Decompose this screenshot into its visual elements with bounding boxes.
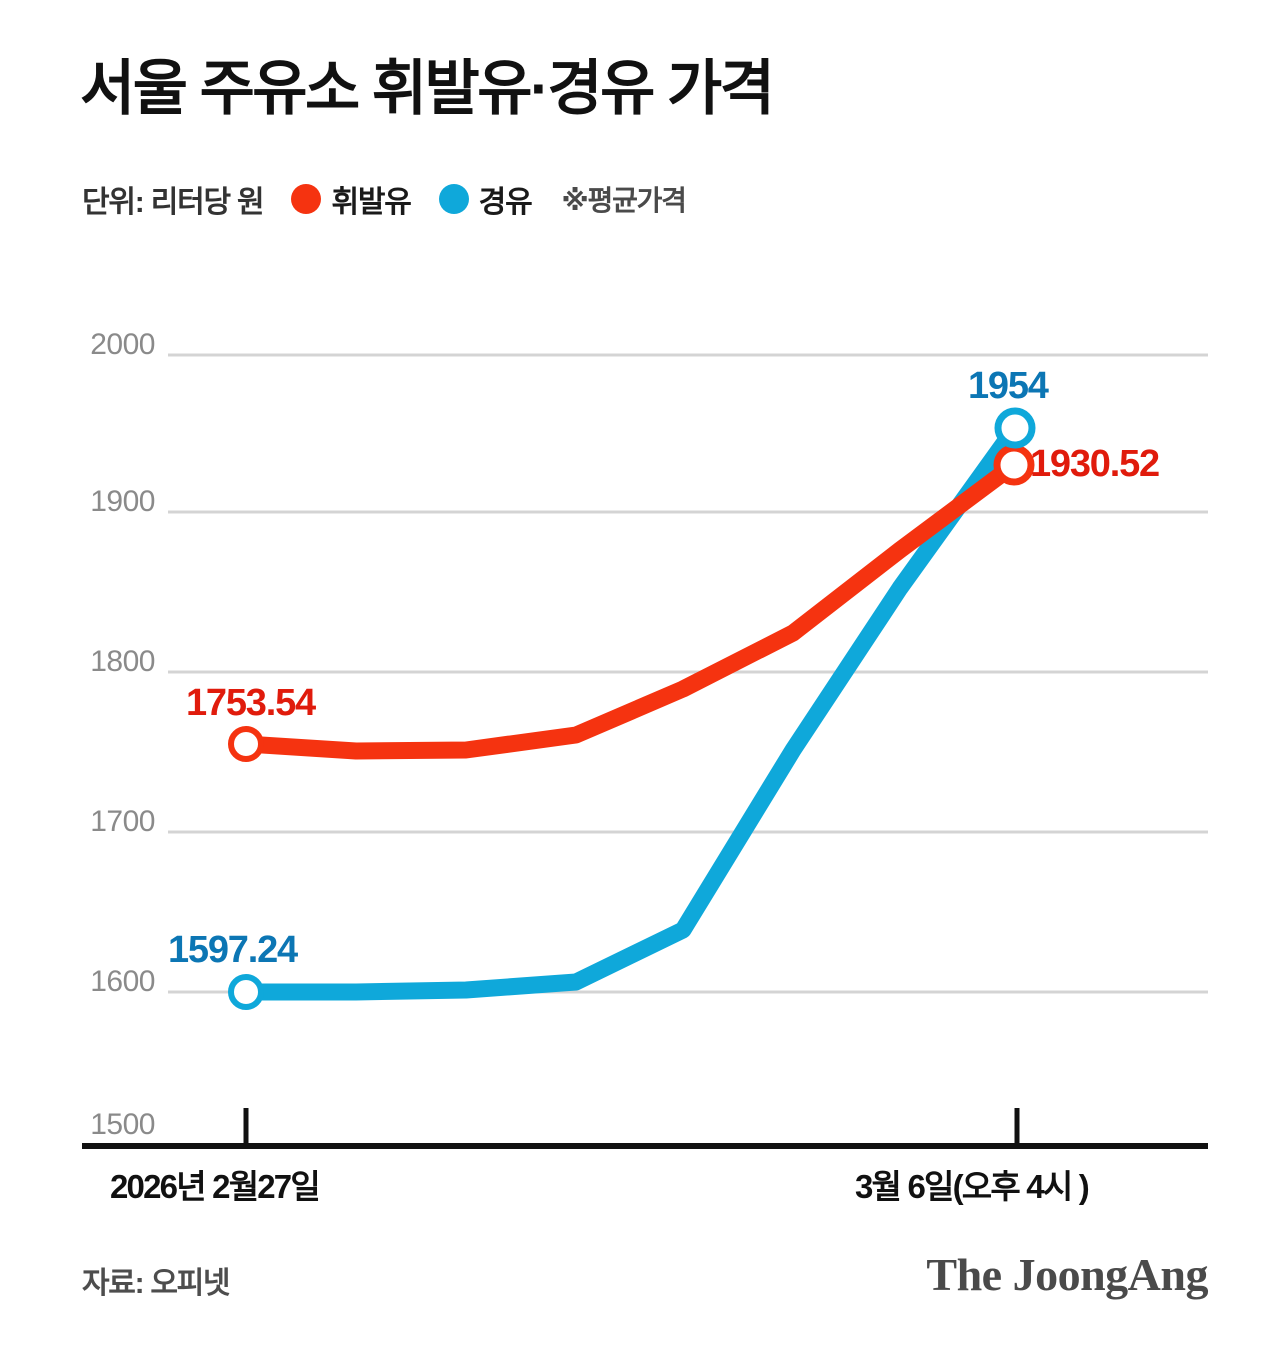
annotation-diesel-end: 1954 [968, 365, 1049, 407]
legend-dot-diesel-icon [438, 184, 469, 214]
x-tick-label-end: 3월 6일(오후 4시 ) [855, 1168, 1090, 1205]
marker-gasoline-end [993, 444, 1035, 486]
x-tick-label-start: 2026년 2월27일 [110, 1168, 321, 1205]
publisher-logo: The JoongAng [926, 1249, 1208, 1300]
source-note: 자료: 오피넷 [82, 1267, 231, 1300]
marker-diesel-end [994, 407, 1036, 449]
y-tick-1600: 1600 [90, 965, 155, 998]
y-tick-1800: 1800 [90, 645, 155, 678]
series-line-gasoline [237, 456, 1023, 760]
page-title: 서울 주유소 휘발유·경유 가격 [80, 55, 775, 122]
y-tick-1900: 1900 [90, 485, 155, 518]
annotation-gasoline-end: 1930.52 [1030, 443, 1160, 485]
legend-dot-gasoline-icon [291, 184, 322, 214]
y-tick-1700: 1700 [90, 805, 155, 838]
y-tick-1500: 1500 [90, 1108, 155, 1141]
legend-label-diesel: 경유 [478, 186, 533, 219]
legend-label-gasoline: 휘발유 [331, 186, 411, 219]
series-line-diesel [237, 419, 1024, 1001]
average-price-note: ※평균가격 [561, 185, 686, 216]
y-tick-2000: 2000 [90, 328, 155, 361]
marker-gasoline-start [228, 726, 264, 762]
marker-diesel-start [228, 974, 264, 1010]
annotation-diesel-start: 1597.24 [168, 929, 298, 971]
unit-label: 단위: 리터당 원 [82, 186, 265, 219]
legend-row: 단위: 리터당 원 휘발유 경유 ※평균가격 [82, 180, 687, 219]
annotation-gasoline-start: 1753.54 [186, 682, 316, 724]
